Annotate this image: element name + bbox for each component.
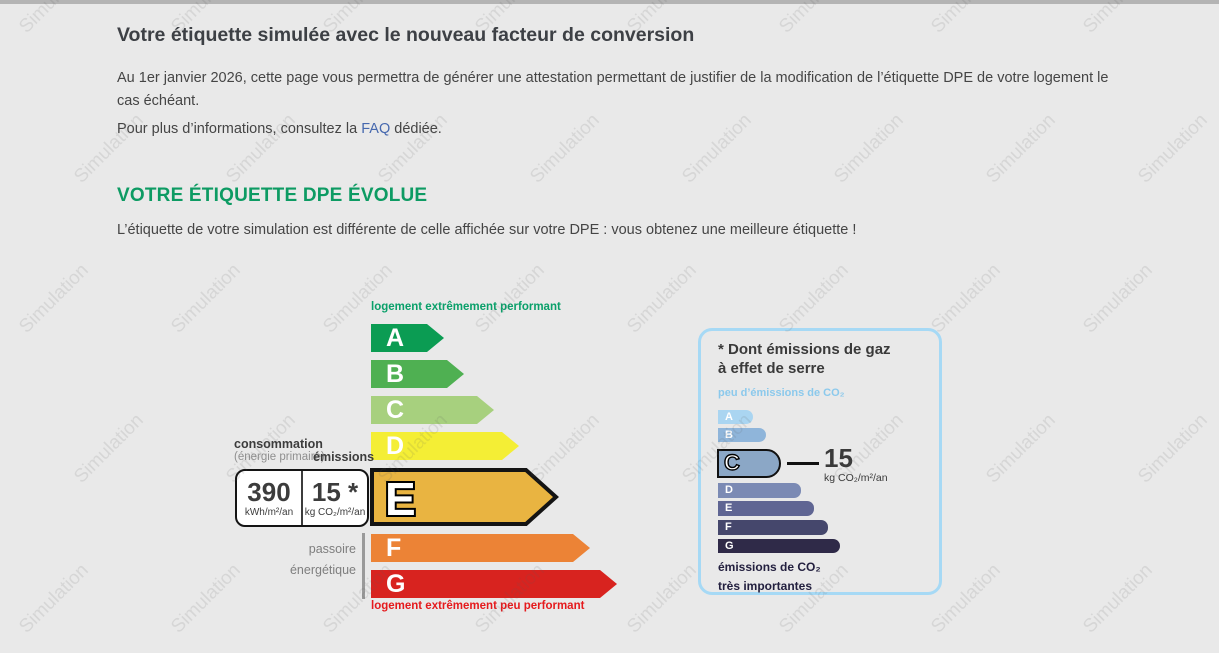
dpe-grade-letter: F [386, 534, 402, 562]
watermark-text: Simulation [982, 409, 1060, 488]
passoire-line1: passoire [308, 542, 356, 556]
ges-grade-letter: G [725, 540, 734, 552]
dpe-bottom-caption: logement extrêmement peu performant [371, 600, 585, 612]
passoire-divider-line [362, 533, 365, 599]
values-box: 390 kWh/m²/an 15 * kg CO₂/m²/an [235, 469, 369, 527]
watermark-text: Simulation [70, 409, 148, 488]
watermark-text: Simulation [15, 259, 93, 338]
values-divider [301, 471, 303, 525]
dpe-grade-g: G [371, 570, 617, 598]
watermark-text: Simulation [1134, 109, 1212, 188]
emission-value: 15 * [311, 477, 359, 507]
ges-grade-letter: C [723, 450, 740, 475]
watermark-text: Simulation [775, 259, 853, 338]
watermark-text: Simulation [15, 0, 93, 38]
emission-value-cell: 15 * kg CO₂/m²/an [303, 471, 367, 525]
ges-grade-e: E [718, 501, 814, 516]
dpe-grade-letter: A [386, 324, 405, 352]
primary-energy-label: (énergie primaire) [234, 451, 325, 463]
watermark-text: Simulation [15, 559, 93, 638]
watermark-text: Simulation [927, 259, 1005, 338]
faq-link[interactable]: FAQ [361, 121, 391, 137]
ges-grade-letter: F [725, 521, 732, 533]
dpe-grade-letter: D [386, 432, 405, 460]
intro-text: Au 1er janvier 2026, cette page vous per… [117, 70, 1109, 109]
ges-title: * Dont émissions de gaz à effet de serre [718, 340, 891, 378]
ges-grade-d: D [718, 483, 801, 498]
dpe-grade-e-current: E [370, 468, 559, 527]
watermark-text: Simulation [471, 259, 549, 338]
ges-grade-c-current: C [717, 449, 781, 478]
ges-high-line1: émissions de CO₂ [718, 560, 821, 574]
watermark-text: Simulation [167, 559, 245, 638]
dpe-grade-letter: G [386, 570, 406, 598]
info-text: Pour plus d’informations, consultez la F… [117, 121, 1112, 137]
consumption-unit: kWh/m²/an [244, 507, 294, 518]
dpe-grade-a: A [371, 324, 444, 352]
ges-unit: kg CO₂/m²/an [824, 472, 888, 484]
consumption-label: consommation [234, 437, 323, 451]
passoire-line2: énergétique [289, 563, 356, 577]
consumption-value-cell: 390 kWh/m²/an [237, 471, 301, 525]
ges-grade-letter: B [725, 429, 733, 441]
dpe-top-caption: logement extrêmement performant [371, 301, 561, 313]
dpe-grade-d: D [371, 432, 519, 460]
dpe-grade-b: B [371, 360, 464, 388]
info-suffix: dédiée. [390, 121, 442, 137]
ges-title-line1: * Dont émissions de gaz [718, 341, 891, 358]
dpe-grade-f: F [371, 534, 590, 562]
page-title: Votre étiquette simulée avec le nouveau … [117, 24, 695, 46]
emissions-label: émissions [313, 450, 375, 464]
passoire-label: passoire énergétique [246, 539, 356, 581]
watermark-text: Simulation [167, 259, 245, 338]
ges-high-caption: émissions de CO₂ très importantes [718, 558, 821, 595]
top-border [0, 0, 1219, 4]
ges-grade-f: F [718, 520, 828, 535]
consumption-value: 390 [247, 477, 291, 507]
result-text: L’étiquette de votre simulation est diff… [117, 222, 857, 238]
ges-grade-g: G [718, 539, 840, 553]
ges-grade-letter: E [725, 502, 733, 514]
dpe-grade-letter: B [386, 360, 405, 388]
ges-grade-a: A [718, 410, 753, 424]
ges-title-line2: à effet de serre [718, 360, 825, 377]
ges-high-line2: très importantes [718, 578, 813, 593]
watermark-text: Simulation [1079, 559, 1157, 638]
section-title: VOTRE ÉTIQUETTE DPE ÉVOLUE [117, 185, 428, 206]
info-prefix: Pour plus d’informations, consultez la [117, 121, 362, 137]
emission-unit: kg CO₂/m²/an [304, 507, 366, 518]
ges-box: * Dont émissions de gaz à effet de serre… [698, 328, 942, 595]
ges-grade-letter: D [725, 484, 733, 496]
ges-pointer-line [787, 462, 819, 465]
ges-grade-b: B [718, 428, 766, 442]
dpe-grade-letter: C [386, 396, 405, 424]
dpe-grade-c: C [371, 396, 494, 424]
watermark-text: Simulation [623, 559, 701, 638]
watermark-text: Simulation [1079, 259, 1157, 338]
svg-text:E: E [385, 473, 416, 525]
ges-value: 15 [824, 443, 853, 473]
watermark-text: Simulation [623, 259, 701, 338]
ges-grade-letter: A [725, 411, 733, 423]
ges-low-caption: peu d’émissions de CO₂ [718, 387, 845, 399]
watermark-text: Simulation [1134, 409, 1212, 488]
